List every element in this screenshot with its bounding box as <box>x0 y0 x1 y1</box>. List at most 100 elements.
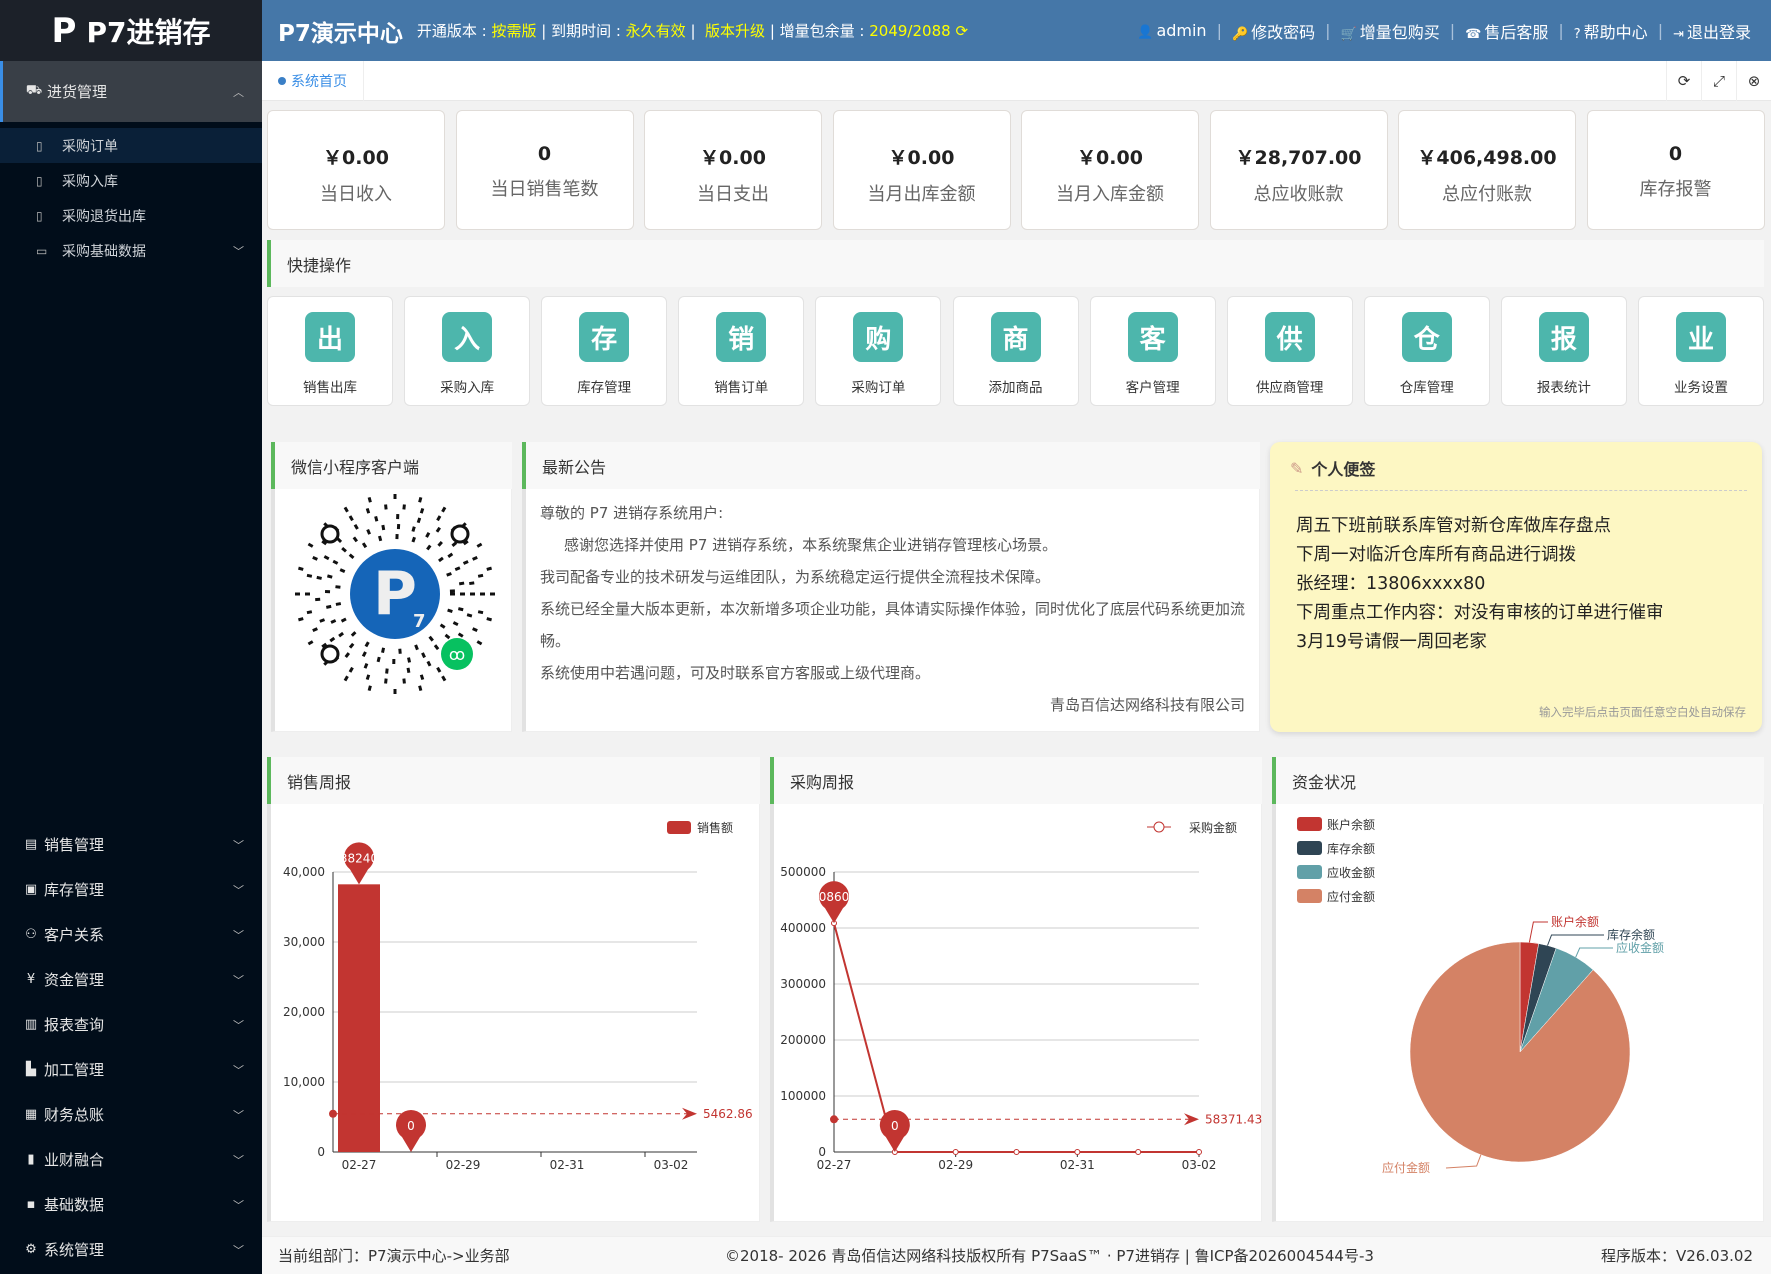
stat-card[interactable]: 0 当日销售笔数 <box>455 110 634 230</box>
stat-card[interactable]: ￥406,498.00 总应付账款 <box>1398 110 1576 230</box>
header-link-help[interactable]: ? 帮助中心 <box>1564 19 1658 43</box>
average-label: 5462.86 <box>703 1107 753 1121</box>
stat-card[interactable]: ￥0.00 当日收入 <box>267 110 445 230</box>
chevron-down-icon: ﹀ <box>233 1243 244 1257</box>
quota-label: 增量包余量 : <box>779 22 870 40</box>
sidebar-item-purchase-basic-data[interactable]: ▭ 采购基础数据 ﹀ <box>0 233 262 268</box>
notice-line: 感谢您选择并使用 P7 进销存系统，本系统聚焦企业进销存管理核心场景。 <box>564 536 1058 554</box>
sidebar-group-label: 客户关系 <box>44 926 105 944</box>
y-tick-label: 10,000 <box>283 1075 325 1089</box>
notice-panel: 尊敬的 P7 进销存系统用户: 感谢您选择并使用 P7 进销存系统，本系统聚焦企… <box>522 489 1260 732</box>
header-link-cart[interactable]: 🛒 增量包购买 <box>1331 19 1450 43</box>
section-title: 微信小程序客户端 <box>291 457 420 477</box>
separator: | <box>1216 21 1222 40</box>
sidebar-group-gear[interactable]: ⚙ 系统管理 ﹀ <box>0 1227 262 1272</box>
notice-header: 最新公告 <box>522 442 1260 489</box>
y-tick-label: 30,000 <box>283 935 325 949</box>
pie-label: 应付金额 <box>1382 1160 1430 1175</box>
quick-actions-header: 快捷操作 <box>267 240 1764 287</box>
sidebar-group-inventory[interactable]: ▣ 库存管理 ﹀ <box>0 867 262 912</box>
close-tabs-icon[interactable]: ⊗ <box>1736 61 1771 101</box>
logo-text: P7进销存 <box>86 15 211 49</box>
quick-action-button[interactable]: 业业务设置 <box>1638 296 1764 406</box>
header-link-user[interactable]: 👤 admin <box>1127 21 1216 40</box>
x-tick-label: 02-27 <box>342 1158 377 1172</box>
help-icon: ? <box>1573 26 1581 42</box>
quick-action-icon: 客 <box>1127 312 1178 362</box>
quota-value: 2049/2088 <box>869 22 951 40</box>
sidebar-group-label: 系统管理 <box>44 1241 105 1259</box>
quick-action-button[interactable]: 仓仓库管理 <box>1363 296 1490 406</box>
legend-label: 账户余额 <box>1327 817 1375 832</box>
sidebar-group-ledger[interactable]: ▦ 财务总账 ﹀ <box>0 1092 262 1137</box>
quick-action-button[interactable]: 入采购入库 <box>404 296 531 406</box>
header-links: 👤 admin | 🔑 修改密码 | 🛒 增量包购买 | ☎ 售后客服 |? 帮助中心 | ⇥ 退出登录 <box>1127 0 1761 61</box>
separator: | <box>1657 21 1664 40</box>
quick-action-button[interactable]: 存库存管理 <box>541 296 668 406</box>
quick-action-button[interactable]: 客客户管理 <box>1089 296 1216 406</box>
sidebar-item-purchase-inbound[interactable]: ▯ 采购入库 <box>0 163 262 198</box>
sidebar-group-grid[interactable]: ▪ 基础数据 ﹀ <box>0 1182 262 1227</box>
user-icon: 👤 <box>1137 25 1154 40</box>
chevron-down-icon: ﹀ <box>233 1063 244 1077</box>
quick-action-button[interactable]: 出销售出库 <box>267 296 393 406</box>
refresh-icon[interactable]: ⟳ <box>955 22 969 40</box>
chevron-down-icon: ﹀ <box>233 883 244 897</box>
sidebar-item-label: 采购退货出库 <box>62 208 146 225</box>
separator: | <box>1558 21 1564 40</box>
refresh-tab-icon[interactable]: ⟳ <box>1666 61 1701 101</box>
quick-action-icon: 入 <box>442 312 493 362</box>
tab-home[interactable]: 系统首页 <box>262 61 364 101</box>
stat-label: 当日支出 <box>697 184 769 205</box>
legend-label: 采购金额 <box>1189 820 1237 835</box>
x-tick-label: 02-31 <box>550 1158 585 1172</box>
sidebar-group-label: 基础数据 <box>44 1196 105 1214</box>
stat-card[interactable]: ￥0.00 当月出库金额 <box>832 110 1011 230</box>
x-tick-label: 02-31 <box>1060 1158 1095 1172</box>
header-link-phone[interactable]: ☎ 售后客服 <box>1455 19 1558 43</box>
stat-value: 0 <box>537 143 552 165</box>
notes-textarea[interactable]: 周五下班前联系库管对新仓库做库存盘点 下周一对临沂仓库所有商品进行调拨 张经理：… <box>1296 516 1664 652</box>
stat-card[interactable]: ￥0.00 当月入库金额 <box>1021 110 1199 230</box>
quick-action-button[interactable]: 商添加商品 <box>952 296 1079 406</box>
sidebar-group-sales[interactable]: ▤ 销售管理 ﹀ <box>0 822 262 867</box>
sidebar-group-bar-chart[interactable]: ▮ 业财融合 ﹀ <box>0 1137 262 1182</box>
sidebar-group-purchase[interactable]: ⛟ 进货管理 ︿ <box>0 61 262 122</box>
header-link-key[interactable]: 🔑 修改密码 <box>1222 19 1325 43</box>
separator: | <box>1449 21 1456 40</box>
data-point <box>1135 1149 1142 1155</box>
sidebar-group-chart[interactable]: ▥ 报表查询 ﹀ <box>0 1002 262 1047</box>
stat-card[interactable]: ￥0.00 当日支出 <box>644 110 822 230</box>
quick-action-button[interactable]: 购采购订单 <box>815 296 942 406</box>
header-link-logout[interactable]: ⇥ 退出登录 <box>1663 19 1761 43</box>
stat-label: 库存报警 <box>1639 179 1712 200</box>
sidebar-item-purchase-return[interactable]: ▯ 采购退货出库 <box>0 198 262 233</box>
logo[interactable]: P P7进销存 <box>0 0 262 61</box>
quick-action-button[interactable]: 供供应商管理 <box>1226 296 1353 406</box>
fullscreen-icon[interactable]: ⤢ <box>1701 61 1736 101</box>
sidebar-group-users[interactable]: ⚇ 客户关系 ﹀ <box>0 912 262 957</box>
sidebar-group-factory[interactable]: ▙ 加工管理 ﹀ <box>0 1047 262 1092</box>
stat-card[interactable]: 0 库存报警 <box>1586 110 1765 230</box>
stat-card[interactable]: ￥28,707.00 总应收账款 <box>1209 110 1388 230</box>
chart-title: 销售周报 <box>287 772 352 792</box>
max-mark-point-label: 38240 <box>340 851 378 865</box>
expiry-value: 永久有效 <box>625 22 686 40</box>
sidebar-group-label: 进货管理 <box>47 83 108 101</box>
mini-program-qr-code: P 7 ꝏ <box>295 494 495 694</box>
upgrade-link[interactable]: 版本升级 <box>705 22 766 40</box>
chevron-down-icon: ﹀ <box>233 928 244 942</box>
chevron-down-icon: ﹀ <box>233 973 244 987</box>
phone-icon: ☎ <box>1465 26 1482 42</box>
sidebar-group-money[interactable]: ¥ 资金管理 ﹀ <box>0 957 262 1002</box>
quick-action-label: 报表统计 <box>1536 380 1591 396</box>
quick-action-label: 仓库管理 <box>1399 380 1454 396</box>
pie-label-line <box>1528 921 1548 943</box>
sidebar-item-purchase-order[interactable]: ▯ 采购订单 <box>0 128 262 163</box>
legend-swatch <box>1297 865 1322 879</box>
quick-action-label: 供应商管理 <box>1255 380 1324 396</box>
quick-action-button[interactable]: 销销售订单 <box>678 296 805 406</box>
sidebar-item-label: 采购基础数据 <box>62 243 146 260</box>
stat-label: 当日收入 <box>320 184 392 205</box>
quick-action-button[interactable]: 报报表统计 <box>1500 296 1627 406</box>
